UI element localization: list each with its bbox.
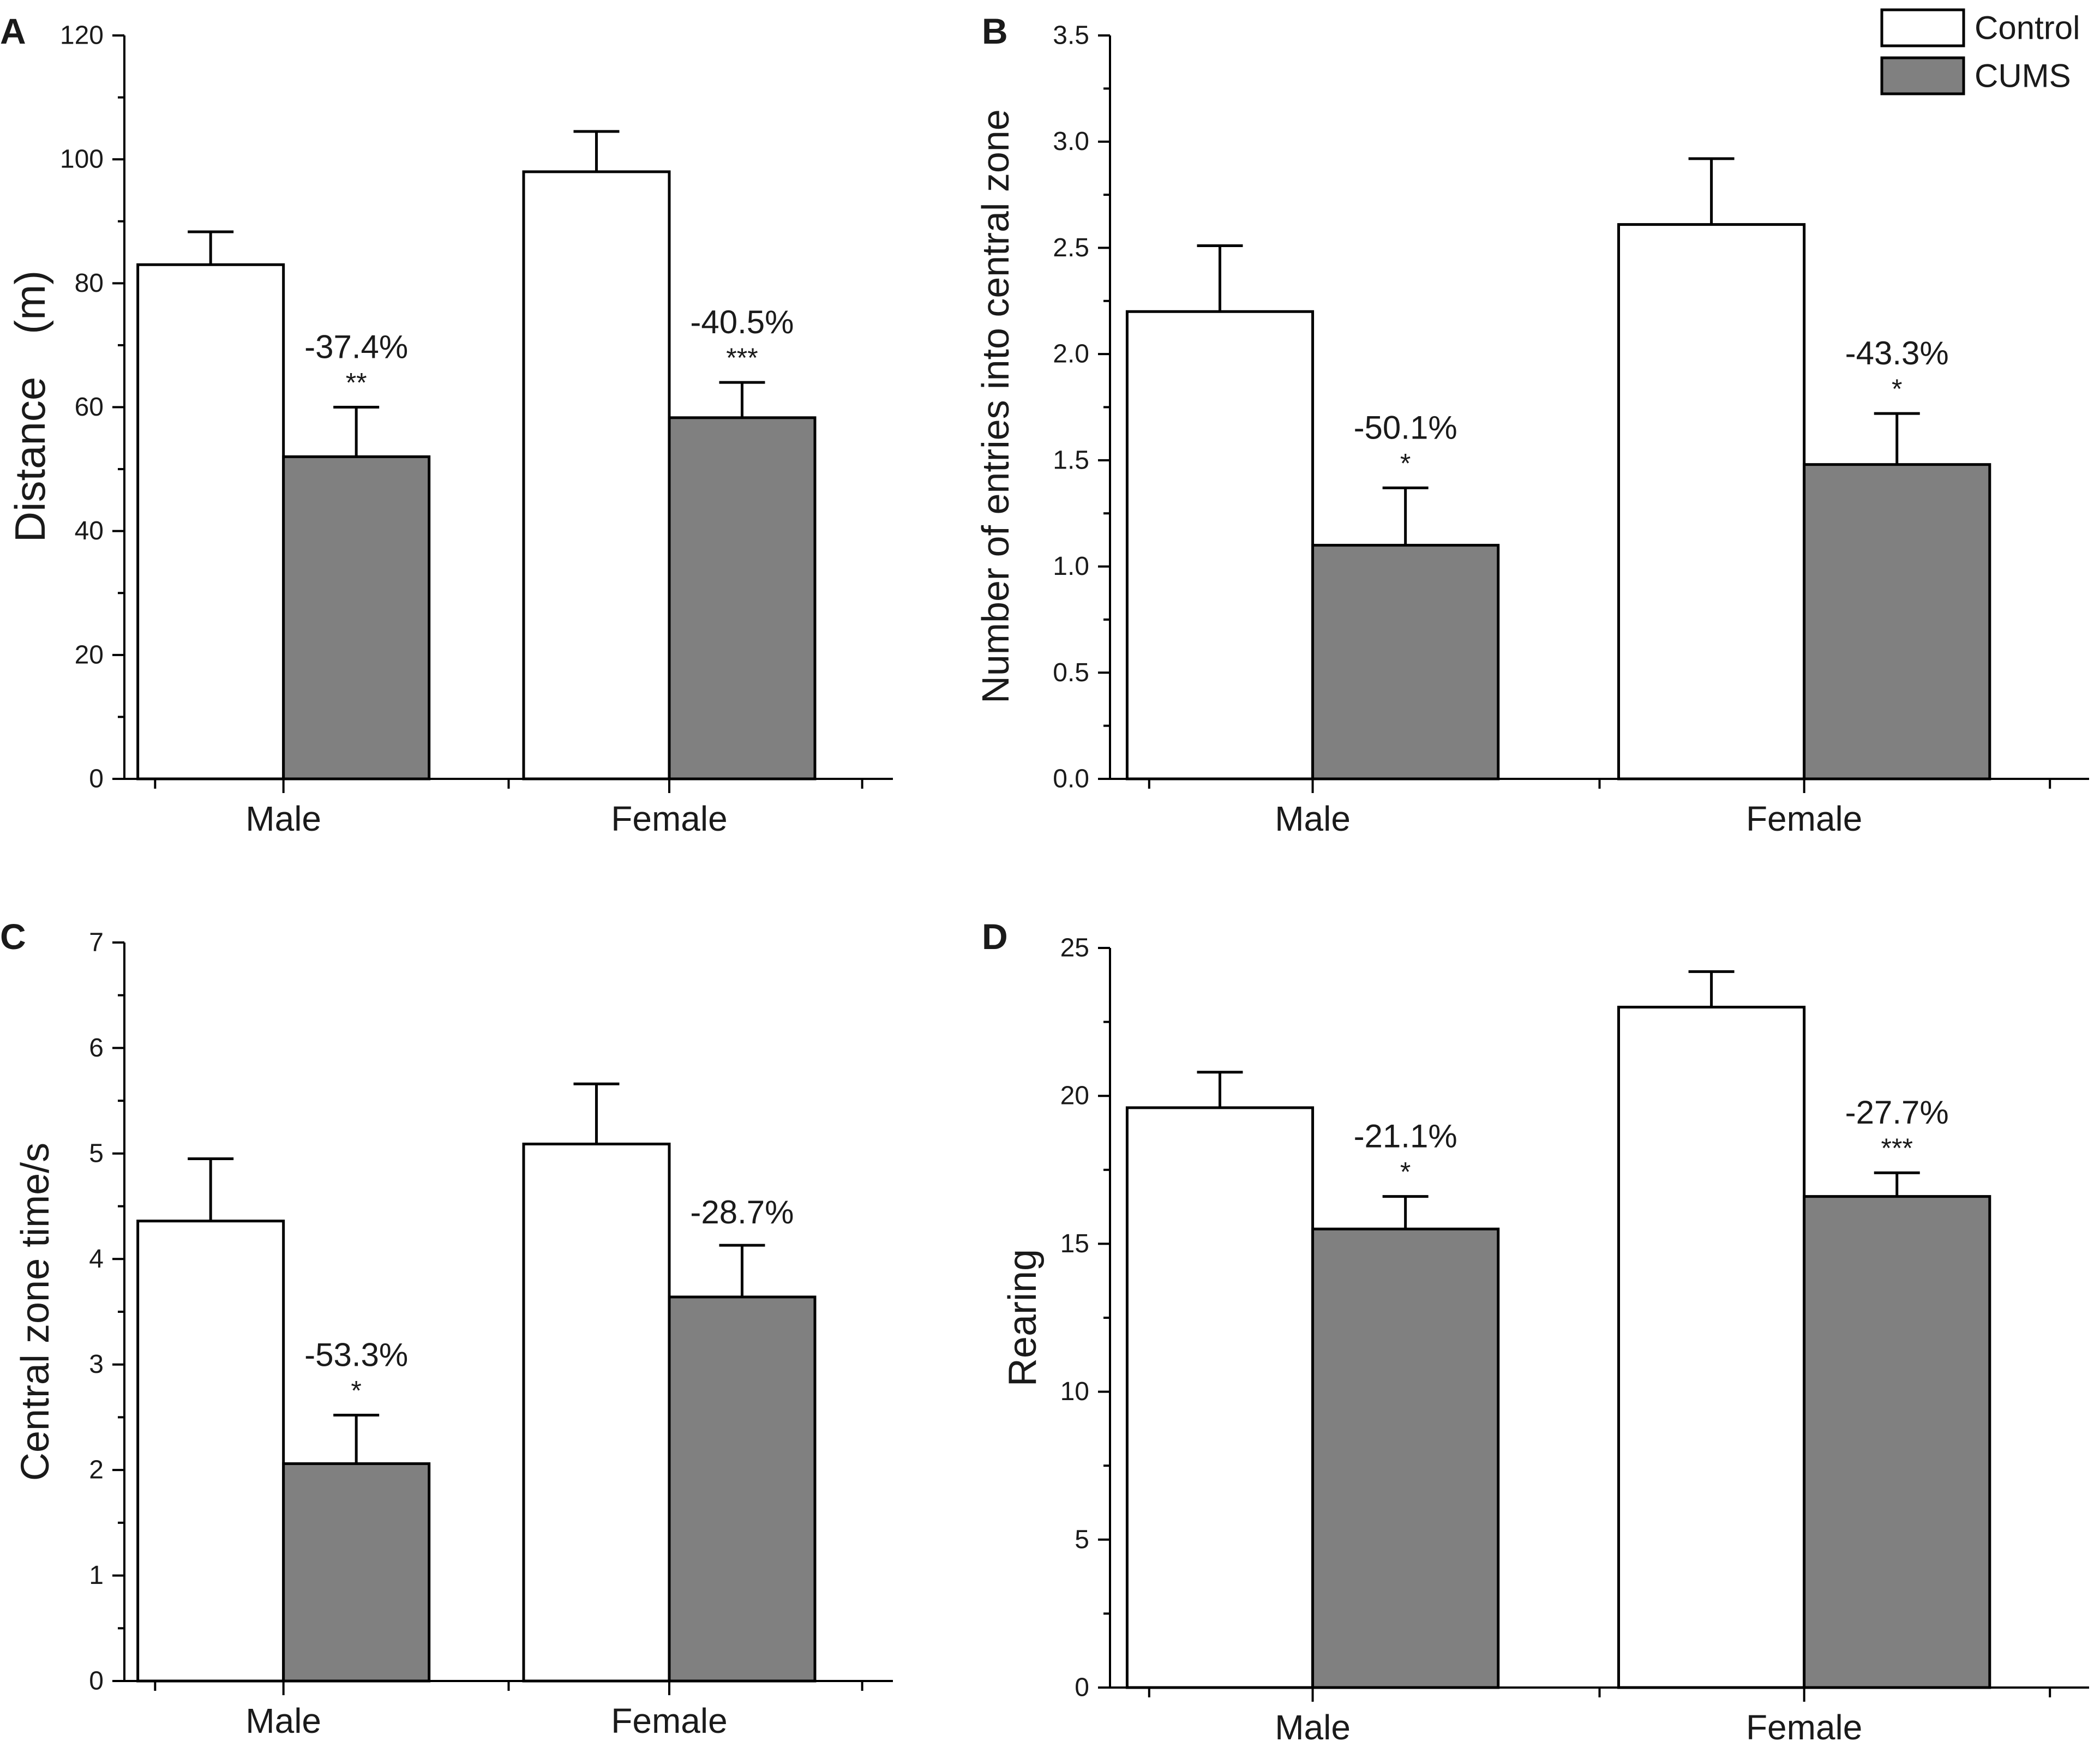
legend: Control CUMS [1880, 8, 2080, 95]
y-tick-label: 3.5 [1053, 21, 1089, 50]
y-tick-label: 80 [75, 269, 104, 298]
y-tick-label: 5 [89, 1139, 104, 1168]
y-tick-label: 1 [89, 1561, 104, 1590]
x-tick-label: Female [1746, 799, 1862, 838]
bar-control-female [1617, 223, 1806, 781]
y-tick-label: 3 [89, 1350, 104, 1379]
y-tick-label: 0 [1075, 1673, 1089, 1702]
x-tick-label: Male [245, 1701, 321, 1740]
bar-cums-female [1803, 463, 1991, 781]
y-tick-label: 10 [1060, 1377, 1089, 1406]
significance-stars: ** [346, 368, 367, 398]
significance-stars: * [1892, 374, 1902, 404]
bar-cums-male [282, 455, 431, 781]
significance-stars: * [1400, 1157, 1411, 1187]
panel-C: C Central zone time/s 0 1 2 3 4 5 6 7 Male *-53.3% F… [0, 916, 893, 1740]
bar-control-male [1125, 310, 1315, 781]
percent-change-label: -50.1% [1354, 409, 1457, 446]
y-tick-label: 2.0 [1053, 340, 1089, 369]
bar-cums-female [668, 1295, 817, 1683]
percent-change-label: -53.3% [304, 1337, 408, 1373]
y-tick-label: 0.0 [1053, 765, 1089, 794]
significance-stars: *** [1881, 1133, 1913, 1163]
y-tick-label: 20 [75, 640, 104, 669]
panel-letter: D [982, 916, 1008, 957]
y-tick-label: 2.5 [1053, 233, 1089, 262]
significance-stars: * [351, 1376, 361, 1406]
percent-change-label: -27.7% [1845, 1094, 1949, 1131]
y-tick-label: 1.5 [1053, 446, 1089, 475]
y-axis-label: Rearing [1001, 1249, 1045, 1386]
bar-control-male [1125, 1106, 1315, 1689]
y-tick-label: 60 [75, 393, 104, 422]
x-tick-label: Female [611, 799, 727, 838]
y-tick-label: 1.0 [1053, 552, 1089, 581]
bar-cums-female [668, 416, 817, 781]
y-tick-label: 25 [1060, 934, 1089, 963]
bar-control-female [522, 170, 671, 781]
y-tick-label: 3.0 [1053, 127, 1089, 156]
panel-A: A Distance (m) 0 20 40 60 80 100 120 Male **-37.4%… [0, 11, 893, 838]
bar-cums-male [1311, 1227, 1500, 1689]
significance-stars: * [1400, 448, 1411, 478]
y-axis-label: Central zone time/s [14, 1143, 57, 1481]
legend-label-cums: CUMS [1975, 58, 2071, 94]
panel-letter: A [0, 11, 26, 51]
y-axis-label: Number of entries into central zone [974, 109, 1017, 703]
x-tick-label: Male [1275, 1708, 1351, 1747]
legend-swatch-cums [1880, 56, 1965, 95]
bar-cums-female [1803, 1195, 1991, 1689]
percent-change-label: -37.4% [304, 329, 408, 365]
y-tick-label: 20 [1060, 1082, 1089, 1110]
bar-control-male [136, 263, 285, 781]
y-tick-label: 7 [89, 928, 104, 957]
y-tick-label: 0 [89, 1667, 104, 1696]
percent-change-label: -28.7% [690, 1194, 794, 1230]
y-tick-label: 100 [60, 145, 104, 174]
bar-control-male [136, 1220, 285, 1683]
y-tick-label: 6 [89, 1034, 104, 1062]
y-tick-label: 5 [1075, 1525, 1089, 1554]
bar-control-female [522, 1142, 671, 1683]
x-tick-label: Male [245, 799, 321, 838]
legend-label-control: Control [1975, 10, 2080, 46]
y-tick-label: 0 [89, 765, 104, 794]
y-tick-label: 2 [89, 1456, 104, 1485]
y-tick-label: 15 [1060, 1229, 1089, 1258]
panel-letter: B [982, 11, 1008, 51]
panel-B: B Number of entries into central zone 0.0 0… [974, 11, 2089, 838]
x-tick-label: Female [611, 1701, 727, 1740]
y-axis-label: Distance (m) [6, 271, 54, 542]
bar-cums-male [282, 1462, 431, 1683]
x-tick-label: Male [1275, 799, 1351, 838]
bar-cums-male [1311, 544, 1500, 781]
y-tick-label: 0.5 [1053, 658, 1089, 687]
panel-D: D Rearing 0 5 10 15 20 25 Male *-21.1% Female ***-2… [982, 916, 2089, 1747]
legend-swatch-control [1880, 8, 1965, 47]
x-tick-label: Female [1746, 1708, 1862, 1747]
percent-change-label: -21.1% [1354, 1118, 1457, 1155]
percent-change-label: -40.5% [690, 304, 794, 340]
y-tick-label: 120 [60, 21, 104, 50]
percent-change-label: -43.3% [1845, 335, 1949, 371]
bar-control-female [1617, 1005, 1806, 1689]
y-tick-label: 40 [75, 517, 104, 545]
y-tick-label: 4 [89, 1245, 104, 1274]
panel-letter: C [0, 916, 26, 957]
significance-stars: *** [726, 343, 758, 373]
